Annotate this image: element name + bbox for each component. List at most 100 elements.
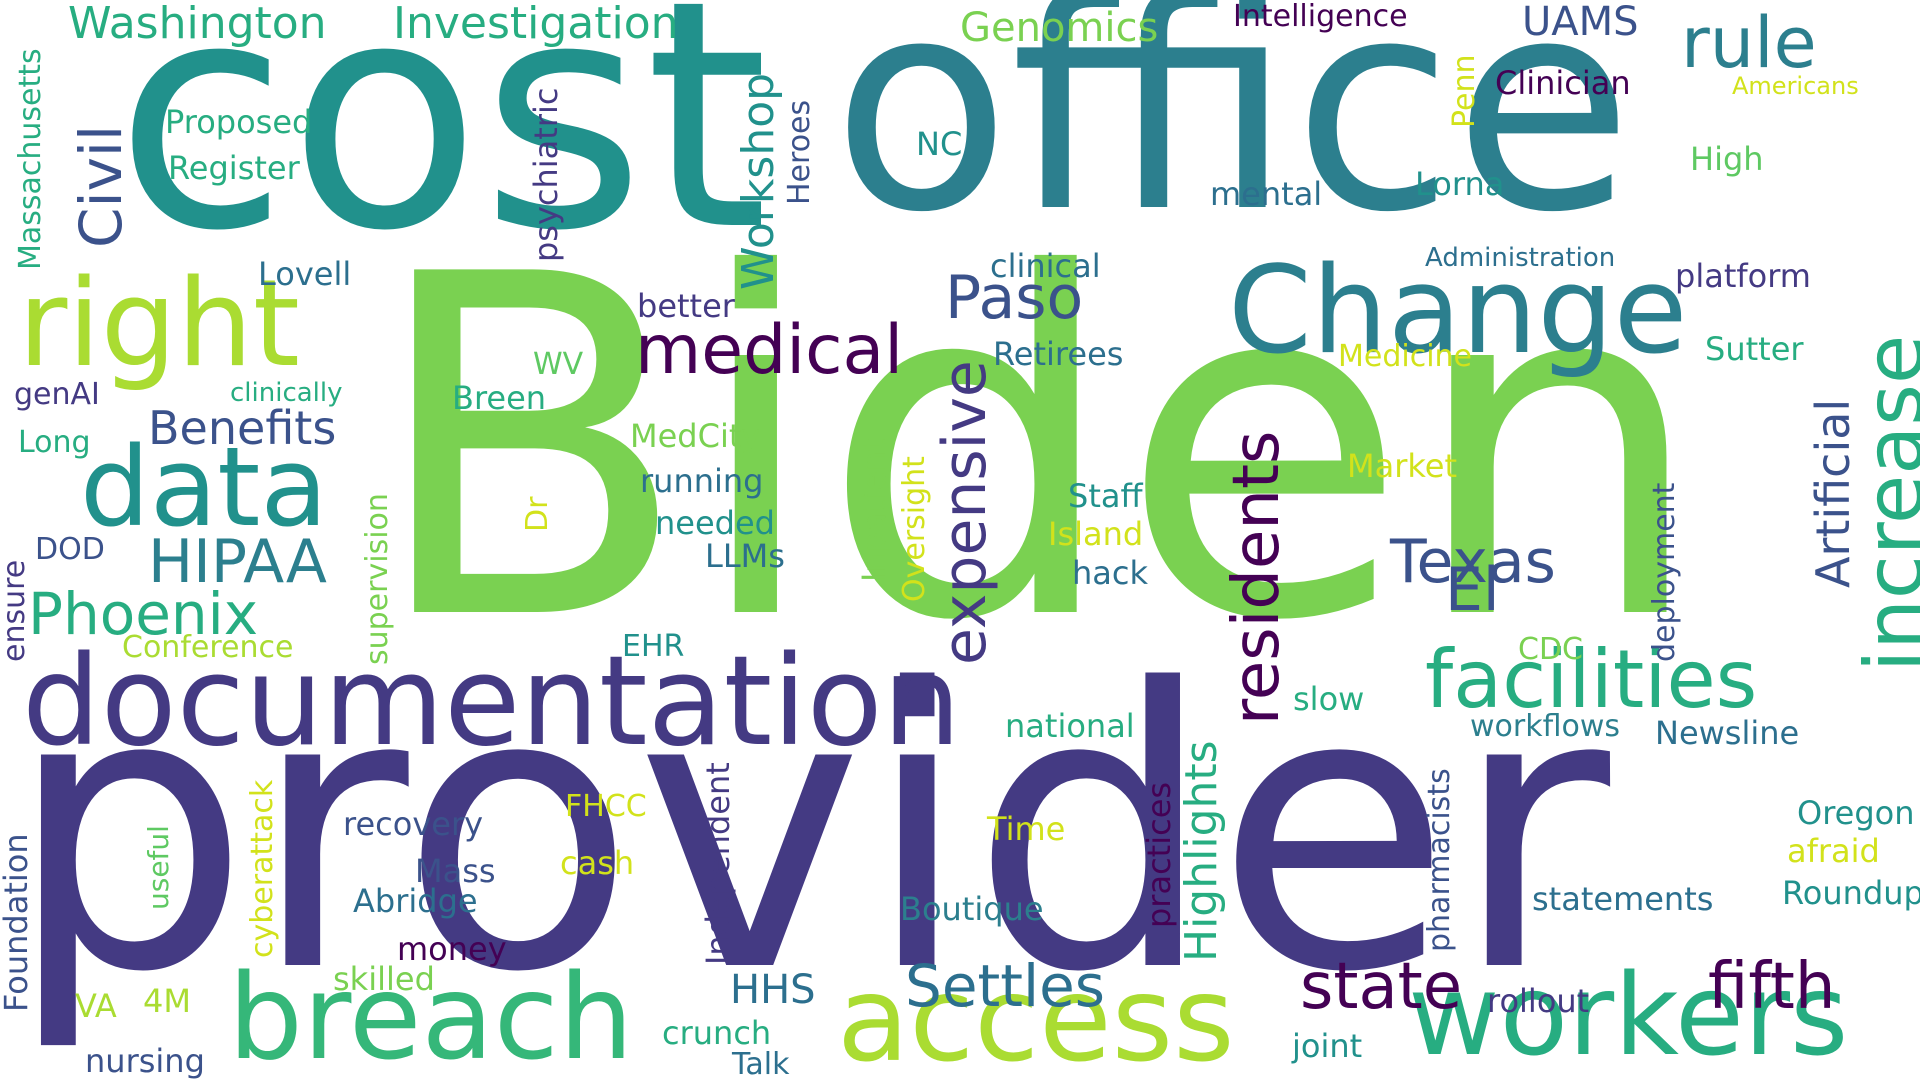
word-medical: medical	[635, 311, 904, 390]
word-inpatient: Inpatient	[855, 438, 893, 582]
word-roundup: Roundup	[1782, 874, 1920, 912]
word-breach: breach	[228, 948, 634, 1080]
word-cash: cash	[560, 844, 635, 882]
word-skilled: skilled	[333, 960, 435, 998]
word-hack: hack	[1072, 554, 1149, 592]
word-state: state	[1300, 950, 1463, 1024]
word-psychiatric: psychiatric	[527, 87, 565, 262]
word-settles: Settles	[905, 952, 1105, 1020]
word-workshop: Workshop	[733, 72, 784, 290]
word-crunch: crunch	[662, 1014, 772, 1052]
word-talk: Talk	[732, 1047, 790, 1080]
word-needed: needed	[655, 504, 775, 542]
word-practices: practices	[1140, 781, 1178, 928]
word-change: Change	[1228, 242, 1688, 381]
word-mental: mental	[1210, 175, 1323, 213]
word-recovery: recovery	[343, 805, 484, 843]
word-llms: LLMs	[705, 537, 785, 575]
word-boutique: Boutique	[900, 890, 1044, 928]
word-penn: Penn	[1447, 54, 1482, 128]
word-intelligence: Intelligence	[1233, 0, 1408, 34]
word-dod: DOD	[35, 532, 105, 567]
word-joint: joint	[1292, 1027, 1363, 1065]
word-medicine: Medicine	[1338, 339, 1473, 374]
word-money: money	[397, 930, 507, 968]
word-investigation: Investigation	[393, 0, 679, 49]
word-pharmacists: pharmacists	[1422, 768, 1457, 952]
word-workers: workers	[1408, 951, 1849, 1080]
word-useful: useful	[142, 825, 175, 910]
word-documentation: documentation	[22, 630, 962, 774]
word-newsline: Newsline	[1655, 714, 1800, 752]
word-el: El	[1445, 555, 1500, 625]
word-foundation: Foundation	[0, 833, 35, 1012]
word-lovell: Lovell	[258, 255, 352, 293]
word-lorna: Lorna	[1415, 165, 1505, 203]
word-highlights: Highlights	[1176, 740, 1227, 962]
word-expensive: expensive	[930, 360, 1000, 665]
word-running: running	[640, 462, 764, 500]
word-national: national	[1005, 707, 1135, 745]
word-benefits: Benefits	[148, 401, 337, 455]
word-uams: UAMS	[1522, 0, 1639, 45]
word-supervision: supervision	[360, 493, 395, 665]
word-washington: Washington	[68, 0, 327, 49]
word-abridge: Abridge	[353, 882, 478, 920]
word-platform: platform	[1675, 257, 1811, 295]
word-hipaa: HIPAA	[148, 527, 327, 597]
word-facilities: facilities	[1425, 633, 1758, 726]
word-cost: cost	[115, 0, 769, 300]
word-sutter: Sutter	[1705, 330, 1804, 368]
word-provider: provider	[6, 608, 1611, 1056]
word-rollout: rollout	[1487, 982, 1590, 1020]
word-dr: Dr	[520, 496, 555, 532]
word-access: access	[837, 950, 1235, 1080]
word-artificial: Artificial	[1806, 398, 1860, 588]
word-market: Market	[1347, 447, 1457, 485]
word-statements: statements	[1532, 880, 1714, 918]
word-clinician: Clinician	[1495, 64, 1631, 102]
word-data: data	[80, 423, 328, 551]
word-independent: Independent	[699, 762, 737, 965]
word-biden: Biden	[368, 176, 1707, 723]
word-right: right	[18, 255, 300, 394]
word-proposed: Proposed	[165, 103, 313, 141]
word-wv: WV	[533, 347, 584, 382]
word-genomics: Genomics	[960, 5, 1159, 51]
word-genai: genAI	[14, 377, 100, 412]
word-office: office	[832, 0, 1634, 276]
word-oregon: Oregon	[1797, 794, 1915, 832]
word-cdc: CDC	[1518, 632, 1583, 667]
word-medcity: MedCity	[630, 417, 761, 455]
word-ensure: ensure	[0, 559, 32, 662]
word-clinical: clinical	[990, 247, 1101, 285]
word-fifth: fifth	[1708, 950, 1836, 1024]
word-register: Register	[168, 149, 300, 187]
word-heroes: Heroes	[782, 99, 817, 205]
word-increase: increase	[1848, 334, 1920, 672]
word-workflows: workflows	[1470, 709, 1621, 744]
word-va: VA	[75, 987, 117, 1025]
word-residents: residents	[1220, 430, 1294, 725]
word-clinically: clinically	[230, 378, 343, 408]
word-better: better	[637, 287, 735, 325]
word-afraid: afraid	[1787, 832, 1880, 870]
word-oversight: Oversight	[897, 456, 932, 602]
word-americans: Americans	[1732, 72, 1859, 100]
word-massachusetts: Massachusetts	[13, 48, 48, 270]
word-4m: 4M	[143, 982, 191, 1020]
word-time: Time	[987, 810, 1066, 848]
word-phoenix: Phoenix	[28, 580, 259, 648]
word-deployment: deployment	[1647, 482, 1682, 662]
word-hhs: HHS	[730, 967, 816, 1013]
word-paso: Paso	[945, 263, 1084, 333]
word-ehr: EHR	[622, 629, 685, 664]
word-conference: Conference	[122, 630, 294, 665]
word-nursing: nursing	[85, 1042, 205, 1080]
word-texas: Texas	[1390, 527, 1556, 597]
word-administration: Administration	[1425, 243, 1616, 273]
word-cyberattack: cyberattack	[245, 779, 280, 958]
word-slow: slow	[1293, 680, 1365, 718]
word-island: Island	[1048, 515, 1144, 553]
